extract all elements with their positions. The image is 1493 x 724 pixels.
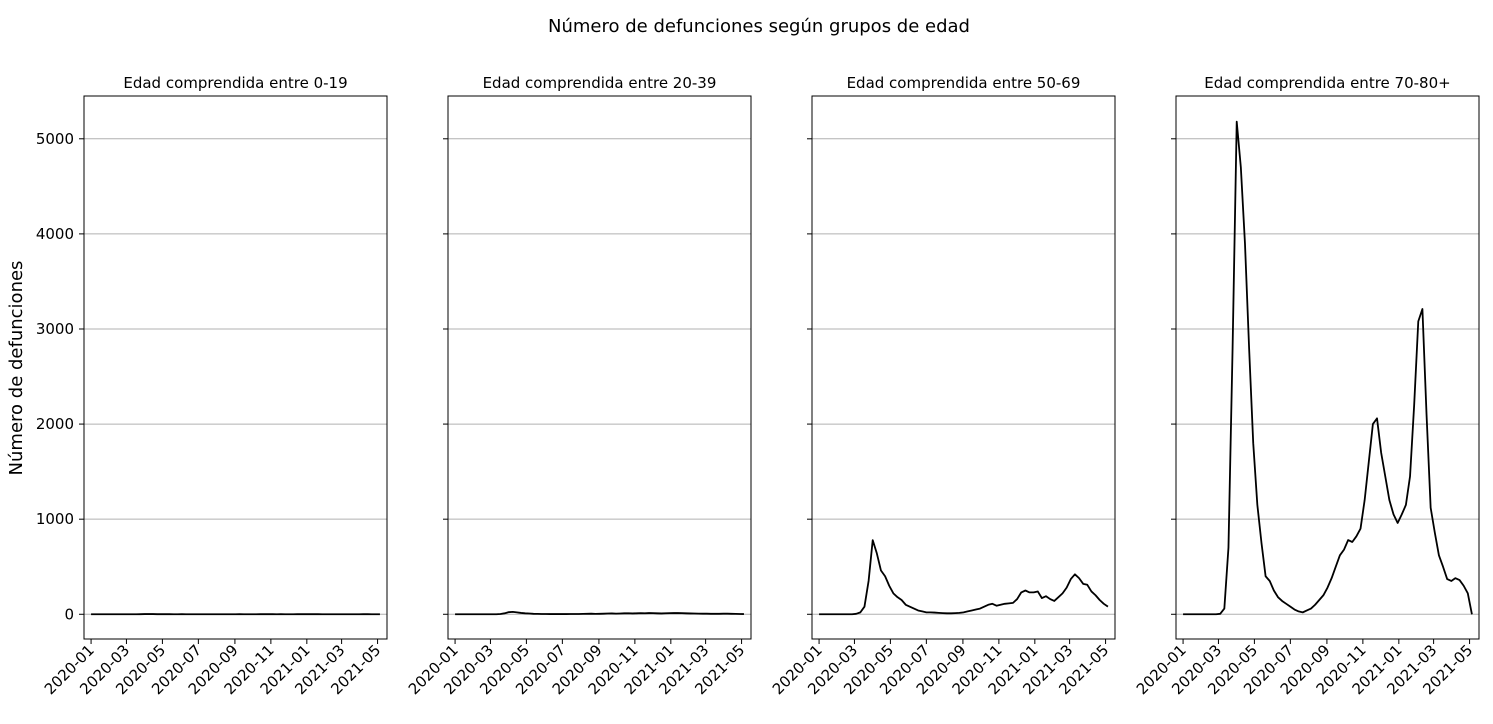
y-tick-label: 0 [64,605,74,623]
axes-frame [1175,95,1480,640]
figure-suptitle: Número de defunciones según grupos de ed… [548,16,970,37]
panel-2: Edad comprendida entre 20-392020-012020-… [405,74,752,698]
axes-frame [447,95,752,640]
panel-title: Edad comprendida entre 0-19 [123,74,347,92]
series-line [455,611,744,616]
y-tick-label: 1000 [36,510,74,528]
series-line [819,539,1109,616]
panel-title: Edad comprendida entre 50-69 [847,74,1081,92]
y-tick-label: 2000 [36,415,74,433]
panel-title: Edad comprendida entre 70-80+ [1204,74,1450,92]
series-line [1183,120,1473,616]
axes-frame [83,95,388,640]
axes-frame [811,95,1116,640]
panels: Edad comprendida entre 0-19 0 1000 2000 3000… [36,74,1480,698]
panel-3: Edad comprendida entre 50-692020-012020-… [769,74,1116,698]
panel-4: Edad comprendida entre 70-80+2020-012020… [1133,74,1480,698]
y-tick-label: 3000 [36,320,74,338]
panel-title: Edad comprendida entre 20-39 [483,74,717,92]
y-tick-label: 4000 [36,225,74,243]
y-axis-label: Número de defunciones [6,261,27,476]
panel-1: Edad comprendida entre 0-19 0 1000 2000 3000… [36,74,388,698]
y-tick-label: 5000 [36,130,74,148]
